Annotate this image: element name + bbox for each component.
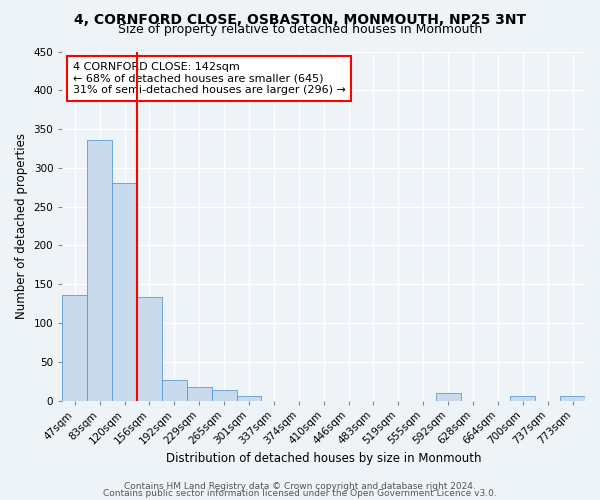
Text: 4 CORNFORD CLOSE: 142sqm
← 68% of detached houses are smaller (645)
31% of semi-: 4 CORNFORD CLOSE: 142sqm ← 68% of detach… [73,62,346,95]
Text: 4, CORNFORD CLOSE, OSBASTON, MONMOUTH, NP25 3NT: 4, CORNFORD CLOSE, OSBASTON, MONMOUTH, N… [74,12,526,26]
Bar [187,386,212,400]
Bar [236,396,262,400]
Bar [62,295,87,401]
Bar [560,396,585,400]
Y-axis label: Number of detached properties: Number of detached properties [15,133,28,319]
Bar [212,390,236,400]
Bar [137,296,162,401]
Bar [511,396,535,400]
Bar [87,140,112,400]
X-axis label: Distribution of detached houses by size in Monmouth: Distribution of detached houses by size … [166,452,481,465]
Bar [112,182,137,400]
Bar [436,393,461,400]
Text: Contains public sector information licensed under the Open Government Licence v3: Contains public sector information licen… [103,489,497,498]
Bar [162,380,187,400]
Text: Contains HM Land Registry data © Crown copyright and database right 2024.: Contains HM Land Registry data © Crown c… [124,482,476,491]
Text: Size of property relative to detached houses in Monmouth: Size of property relative to detached ho… [118,22,482,36]
